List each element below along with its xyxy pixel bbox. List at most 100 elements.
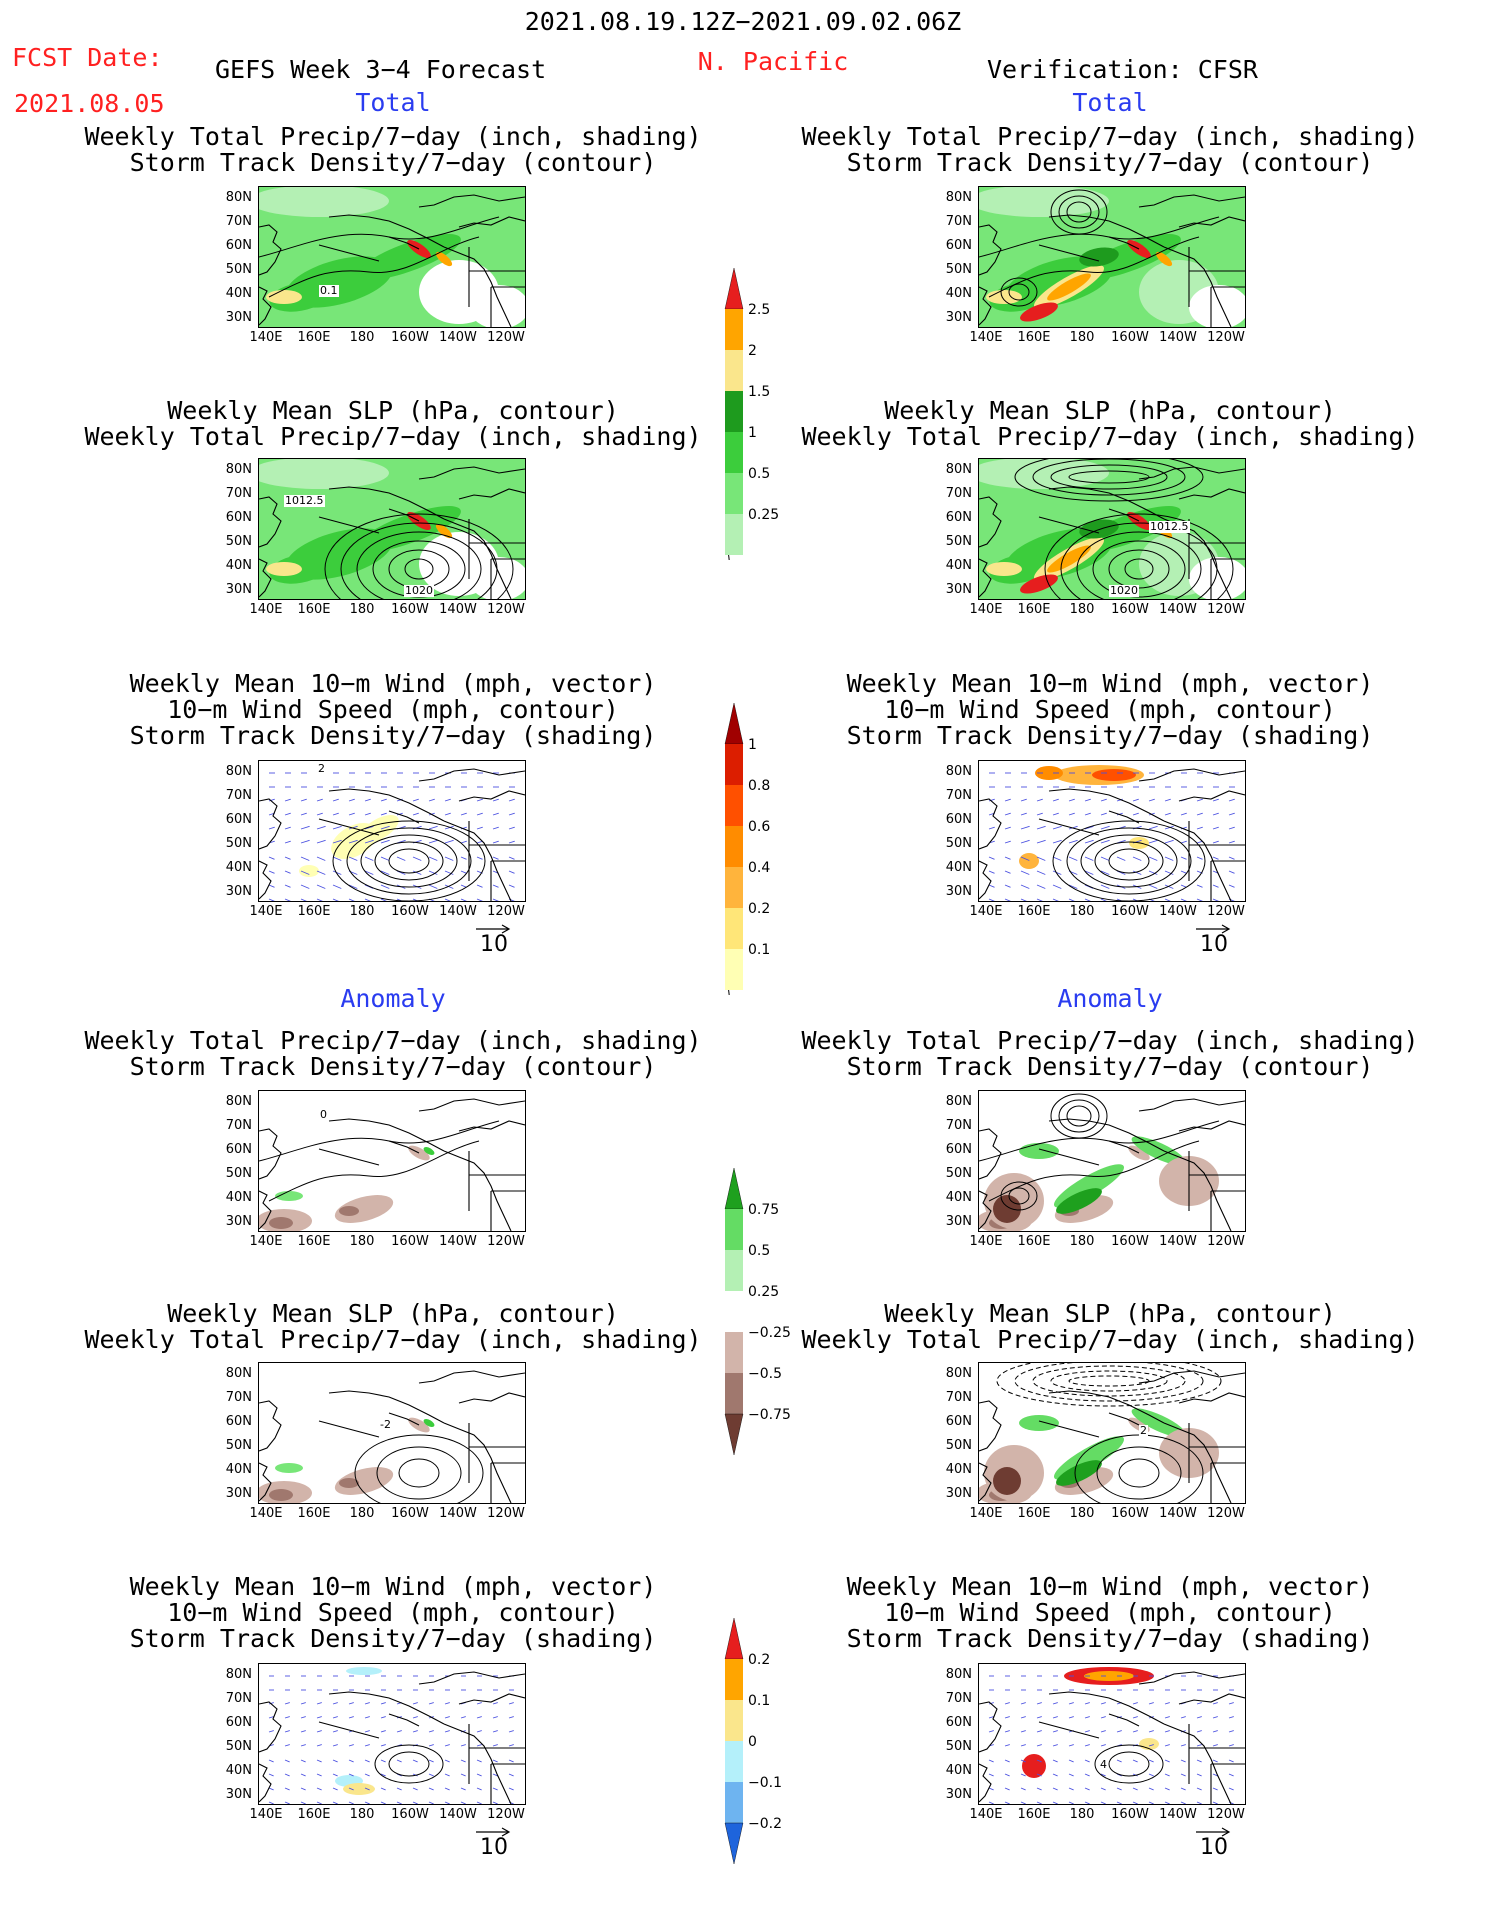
map-slp-anomaly-left: -2	[258, 1362, 526, 1504]
panel-title: Weekly Mean 10−m Wind (mph, vector)	[129, 669, 657, 698]
lat-tick-label: 40N	[225, 1190, 252, 1205]
lon-tick-label: 140E	[969, 1234, 1003, 1249]
lat-tick-label: 30N	[225, 1214, 252, 1229]
colorbar-label: 0.25	[748, 1284, 779, 1300]
lat-tick-label: 40N	[945, 1763, 972, 1778]
colorbar-segment	[724, 1413, 744, 1456]
lon-tick-label: 120W	[487, 904, 525, 919]
map-canvas	[979, 459, 1245, 599]
lon-tick-label: 180	[349, 1234, 375, 1249]
lat-tick-label: 70N	[225, 1390, 252, 1405]
colorbar-segment	[725, 744, 743, 785]
colorbar-segment	[725, 1782, 743, 1823]
contour-label: 2	[317, 762, 326, 775]
model-title: GEFS Week 3−4 Forecast	[215, 55, 547, 84]
panel-title: Weekly Total Precip/7−day (inch, shading…	[84, 422, 702, 451]
lat-tick-label: 70N	[945, 1691, 972, 1706]
contour-label: 1012.5	[1149, 520, 1190, 533]
lat-tick-label: 30N	[225, 582, 252, 597]
lat-tick-label: 50N	[945, 262, 972, 277]
lon-tick-label: 160E	[1017, 1234, 1051, 1249]
panel-title: Weekly Mean 10−m Wind (mph, vector)	[129, 1572, 657, 1601]
lon-tick-label: 160E	[297, 1234, 331, 1249]
lat-tick-label: 80N	[225, 1667, 252, 1682]
lon-tick-label: 160E	[1017, 1506, 1051, 1521]
lon-tick-label: 160W	[1111, 1234, 1149, 1249]
colorbar-segment	[725, 391, 743, 432]
lat-tick-label: 40N	[945, 558, 972, 573]
lat-tick-label: 50N	[225, 1166, 252, 1181]
panel-title: 10−m Wind Speed (mph, contour)	[167, 1598, 619, 1627]
panel-title: Storm Track Density/7−day (contour)	[129, 1052, 657, 1081]
panel-title: Weekly Total Precip/7−day (inch, shading…	[84, 1325, 702, 1354]
lon-tick-label: 160W	[391, 602, 429, 617]
lat-tick-label: 30N	[945, 884, 972, 899]
lon-tick-label: 140E	[969, 602, 1003, 617]
lat-tick-label: 30N	[945, 1787, 972, 1802]
lon-tick-label: 140E	[249, 1506, 283, 1521]
lon-tick-label: 160E	[1017, 602, 1051, 617]
panel-title: Weekly Mean SLP (hPa, contour)	[167, 396, 619, 425]
lon-tick-label: 160W	[391, 904, 429, 919]
lon-tick-label: 140E	[249, 1234, 283, 1249]
colorbar-segment	[725, 826, 743, 867]
map-wind-anomaly-right: 4	[978, 1663, 1246, 1805]
fcst-label: FCST Date:	[12, 43, 163, 72]
lon-tick-label: 160W	[1111, 904, 1149, 919]
map-canvas	[979, 187, 1245, 327]
panel-title: Weekly Mean 10−m Wind (mph, vector)	[846, 669, 1374, 698]
lon-tick-label: 160E	[297, 1506, 331, 1521]
lat-tick-label: 30N	[945, 1486, 972, 1501]
lon-tick-label: 180	[1069, 330, 1095, 345]
contour-label: 0.1	[319, 284, 339, 297]
lon-tick-label: 120W	[1207, 904, 1245, 919]
colorbar-label: −0.75	[748, 1407, 791, 1423]
vector-reference-arrow	[1196, 1827, 1231, 1837]
fcst-date: 2021.08.05	[14, 89, 165, 118]
lon-tick-label: 160E	[297, 330, 331, 345]
lat-tick-label: 50N	[225, 534, 252, 549]
colorbar-label: 0	[748, 1734, 757, 1750]
map-wind-total-right	[978, 760, 1246, 902]
colorbar-label: 0.5	[748, 1243, 770, 1259]
lon-tick-label: 160W	[391, 330, 429, 345]
lon-tick-label: 160W	[1111, 330, 1149, 345]
lat-tick-label: 50N	[945, 1438, 972, 1453]
lon-tick-label: 140W	[439, 904, 477, 919]
contour-label: 1020	[404, 584, 434, 597]
lat-tick-label: 50N	[225, 1438, 252, 1453]
colorbar-label: 1	[748, 737, 757, 753]
panel-title: Weekly Mean SLP (hPa, contour)	[167, 1299, 619, 1328]
panel-title: Weekly Mean SLP (hPa, contour)	[884, 1299, 1336, 1328]
map-wind-anomaly-left	[258, 1663, 526, 1805]
lat-tick-label: 60N	[945, 238, 972, 253]
colorbar-label: −0.1	[748, 1775, 782, 1791]
lon-tick-label: 180	[349, 1506, 375, 1521]
lon-tick-label: 140W	[439, 602, 477, 617]
lon-tick-label: 160E	[297, 1807, 331, 1822]
map-slp-anomaly-right: 2	[978, 1362, 1246, 1504]
lat-tick-label: 60N	[225, 1414, 252, 1429]
lon-tick-label: 120W	[1207, 330, 1245, 345]
vector-reference-label: 10	[480, 1835, 508, 1860]
lat-tick-label: 50N	[225, 1739, 252, 1754]
lat-tick-label: 70N	[225, 1691, 252, 1706]
lat-tick-label: 60N	[225, 1715, 252, 1730]
lon-tick-label: 180	[1069, 1506, 1095, 1521]
colorbar-segment	[724, 1167, 744, 1210]
lon-tick-label: 140E	[969, 330, 1003, 345]
lon-tick-label: 120W	[487, 1234, 525, 1249]
lon-tick-label: 160E	[1017, 330, 1051, 345]
lat-tick-label: 60N	[225, 238, 252, 253]
section-total-left: Total	[355, 88, 431, 117]
lat-tick-label: 60N	[945, 1414, 972, 1429]
lat-tick-label: 40N	[225, 1763, 252, 1778]
lat-tick-label: 70N	[225, 788, 252, 803]
colorbar-label: 2	[748, 343, 757, 359]
panel-title: Weekly Total Precip/7−day (inch, shading…	[801, 122, 1419, 151]
lat-tick-label: 30N	[225, 1486, 252, 1501]
lat-tick-label: 80N	[225, 764, 252, 779]
lon-tick-label: 160E	[297, 904, 331, 919]
lat-tick-label: 70N	[945, 486, 972, 501]
lat-tick-label: 80N	[945, 764, 972, 779]
